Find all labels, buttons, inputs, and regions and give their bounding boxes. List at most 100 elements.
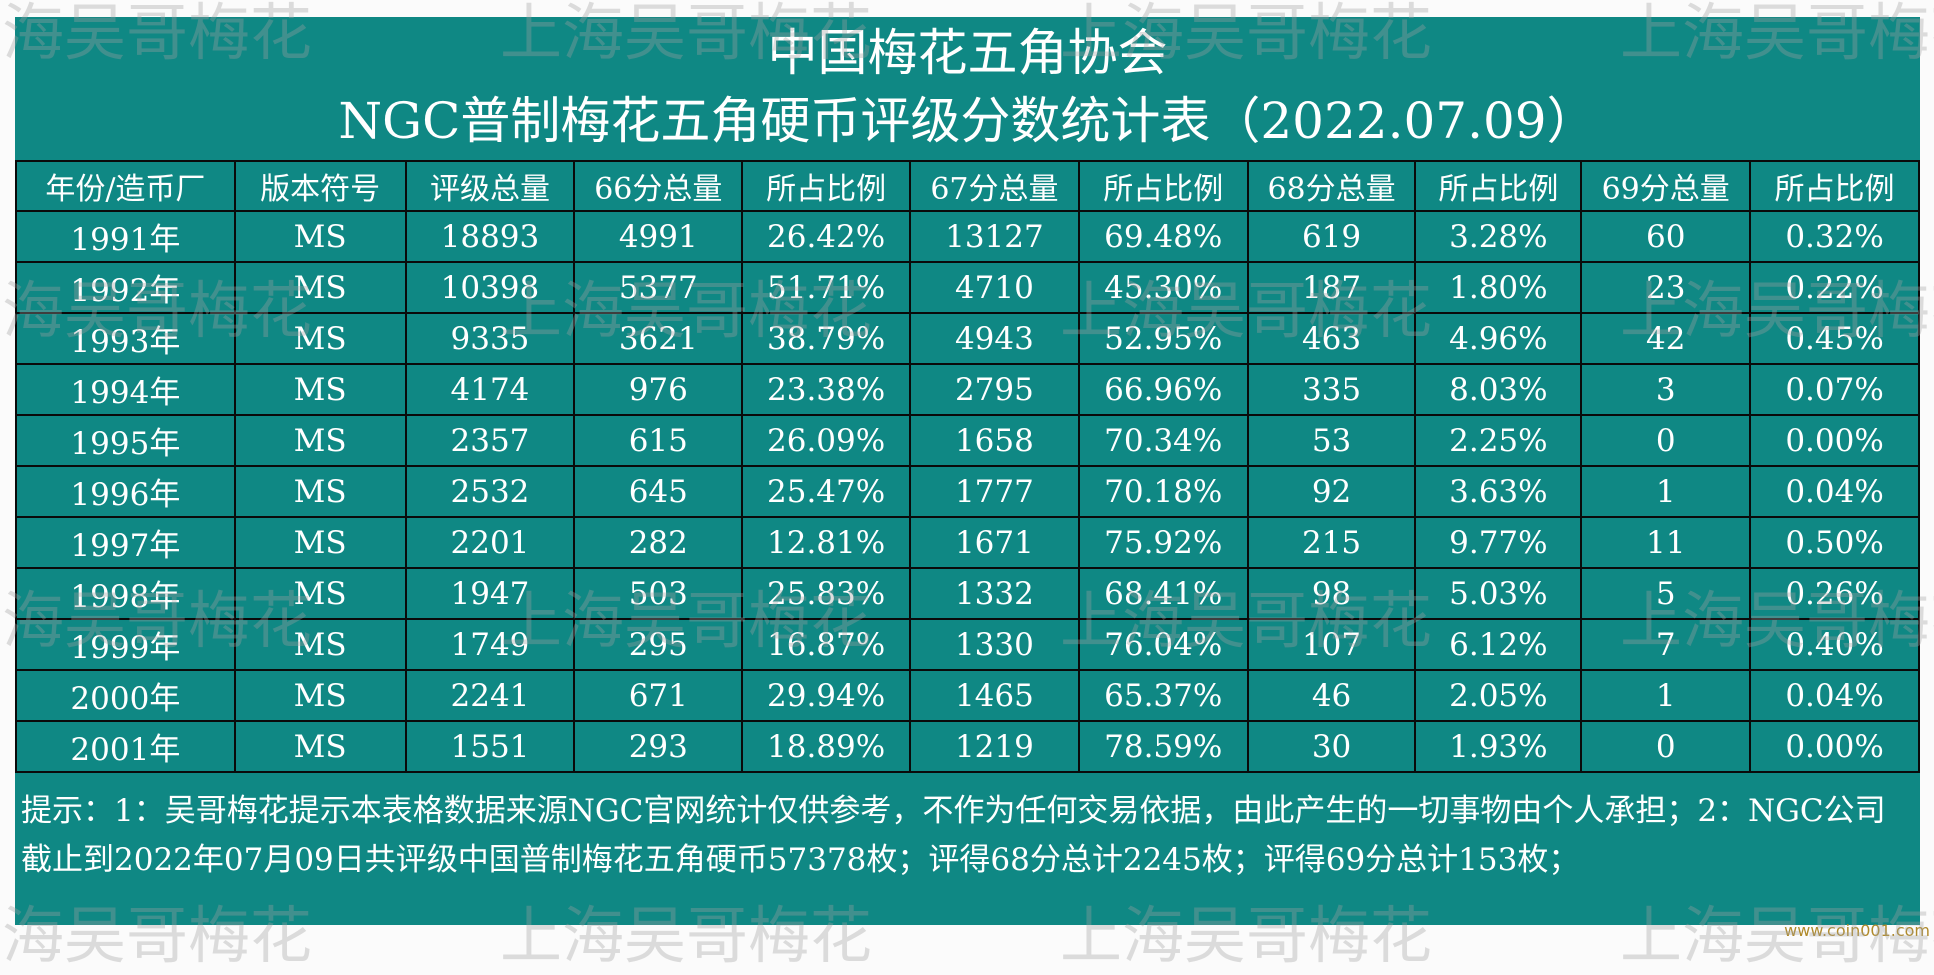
table-cell: 0.07% xyxy=(1749,363,1920,416)
table-cell: 10398 xyxy=(404,261,576,314)
page-title: 中国梅花五角协会 xyxy=(767,24,1168,82)
table-cell: 25.83% xyxy=(741,567,911,620)
table-cell: 1330 xyxy=(909,618,1080,671)
table-cell: 463 xyxy=(1246,312,1417,365)
table-row: 1999年 MS 1749 295 16.87% 1330 76.04% 107 6.12% 7 0… xyxy=(15,618,1920,671)
table-cell: 92 xyxy=(1246,465,1417,518)
table-cell: 1997年 xyxy=(15,516,236,569)
table-cell: 282 xyxy=(573,516,744,569)
table-cell: 0.45% xyxy=(1749,312,1920,365)
table-cell: 295 xyxy=(573,618,744,671)
table-cell: 293 xyxy=(573,720,744,773)
table-cell: 2201 xyxy=(404,516,576,569)
table-row: 1998年 MS 1947 503 25.83% 1332 68.41% 98 5.03% 5 0.… xyxy=(15,567,1920,620)
table-row: 1996年 MS 2532 645 25.47% 1777 70.18% 92 3.63% 1 0.… xyxy=(15,465,1920,518)
table-cell: 1996年 xyxy=(15,465,236,518)
table-cell: 3621 xyxy=(573,312,744,365)
table-cell: 4991 xyxy=(573,210,744,263)
table-cell: 2000年 xyxy=(15,669,236,722)
table-cell: 78.59% xyxy=(1077,720,1249,773)
table-cell: 9.77% xyxy=(1414,516,1583,569)
table-cell: 23 xyxy=(1580,261,1752,314)
column-header: 所占比例 xyxy=(1749,160,1920,212)
table-cell: 45.30% xyxy=(1077,261,1249,314)
table-cell: MS xyxy=(233,363,407,416)
table-cell: MS xyxy=(233,414,407,467)
table-cell: 3 xyxy=(1580,363,1752,416)
table-row: 1993年 MS 9335 3621 38.79% 4943 52.95% 463 4.96% 4… xyxy=(15,312,1920,365)
table-cell: MS xyxy=(233,618,407,671)
table-cell: 976 xyxy=(573,363,744,416)
table-cell: 1999年 xyxy=(15,618,236,671)
grading-table: 年份/造币厂 版本符号 评级总量 66分总量 所占比例 67分总量 所占比例 68分总量 所占比… xyxy=(15,160,1920,773)
table-cell: 5 xyxy=(1580,567,1752,620)
table-cell: 215 xyxy=(1246,516,1417,569)
column-header: 69分总量 xyxy=(1580,160,1752,212)
table-row: 1995年 MS 2357 615 26.09% 1658 70.34% 53 2.25% 0 0.… xyxy=(15,414,1920,467)
table-cell: 23.38% xyxy=(741,363,911,416)
column-header: 年份/造币厂 xyxy=(15,160,236,212)
table-cell: 1671 xyxy=(909,516,1080,569)
table-cell: 1658 xyxy=(909,414,1080,467)
table-cell: 1991年 xyxy=(15,210,236,263)
table-cell: 1992年 xyxy=(15,261,236,314)
footnote: 提示：1：吴哥梅花提示本表格数据来源NGC官网统计仅供参考，不作为任何交易依据，… xyxy=(21,793,1886,878)
table-cell: MS xyxy=(233,720,407,773)
table-row: 2000年 MS 2241 671 29.94% 1465 65.37% 46 2.05% 1 0.… xyxy=(15,669,1920,722)
table-cell: 0.50% xyxy=(1749,516,1920,569)
table-row: 2001年 MS 1551 293 18.89% 1219 78.59% 30 1.93% 0 0.… xyxy=(15,720,1920,773)
table-cell: 1749 xyxy=(404,618,576,671)
table-cell: MS xyxy=(233,210,407,263)
table-cell: MS xyxy=(233,261,407,314)
table-cell: 16.87% xyxy=(741,618,911,671)
table-cell: 11 xyxy=(1580,516,1752,569)
table-cell: 18.89% xyxy=(741,720,911,773)
table-cell: 4.96% xyxy=(1414,312,1583,365)
site-watermark: www.coin001.com xyxy=(1784,921,1930,940)
table-cell: 1995年 xyxy=(15,414,236,467)
table-cell: 6.12% xyxy=(1414,618,1583,671)
column-header: 67分总量 xyxy=(909,160,1080,212)
page-subtitle: NGC普制梅花五角硬币评级分数统计表（2022.07.09） xyxy=(338,92,1597,150)
table-cell: MS xyxy=(233,567,407,620)
table-cell: 1947 xyxy=(404,567,576,620)
table-row: 1992年 MS 10398 5377 51.71% 4710 45.30% 187 1.80%… xyxy=(15,261,1920,314)
table-cell: 2.25% xyxy=(1414,414,1583,467)
table-cell: 671 xyxy=(573,669,744,722)
table-cell: 25.47% xyxy=(741,465,911,518)
table-cell: 70.34% xyxy=(1077,414,1249,467)
table-header-row: 年份/造币厂 版本符号 评级总量 66分总量 所占比例 67分总量 所占比例 68分总量 所占比… xyxy=(15,160,1920,212)
table-cell: 1.80% xyxy=(1414,261,1583,314)
table-cell: 1332 xyxy=(909,567,1080,620)
table-cell: 53 xyxy=(1246,414,1417,467)
column-header: 所占比例 xyxy=(741,160,911,212)
table-cell: 13127 xyxy=(909,210,1080,263)
table-cell: 68.41% xyxy=(1077,567,1249,620)
table-row: 1997年 MS 2201 282 12.81% 1671 75.92% 215 9.77% 11… xyxy=(15,516,1920,569)
table-cell: 1993年 xyxy=(15,312,236,365)
table-cell: 66.96% xyxy=(1077,363,1249,416)
table-cell: 70.18% xyxy=(1077,465,1249,518)
table-cell: MS xyxy=(233,312,407,365)
table-cell: 29.94% xyxy=(741,669,911,722)
table-row: 1991年 MS 18893 4991 26.42% 13127 69.48% 619 3.28… xyxy=(15,210,1920,263)
table-cell: 1.93% xyxy=(1414,720,1583,773)
table-cell: 1998年 xyxy=(15,567,236,620)
table-cell: 1219 xyxy=(909,720,1080,773)
table-row: 1994年 MS 4174 976 23.38% 2795 66.96% 335 8.03% 3 0… xyxy=(15,363,1920,416)
table-cell: 18893 xyxy=(404,210,576,263)
table-cell: 1465 xyxy=(909,669,1080,722)
column-header: 66分总量 xyxy=(573,160,744,212)
table-cell: 1994年 xyxy=(15,363,236,416)
table-cell: 65.37% xyxy=(1077,669,1249,722)
table-cell: 3.63% xyxy=(1414,465,1583,518)
table-cell: 503 xyxy=(573,567,744,620)
table-cell: 619 xyxy=(1246,210,1417,263)
table-cell: 42 xyxy=(1580,312,1752,365)
table-cell: 76.04% xyxy=(1077,618,1249,671)
table-cell: 2532 xyxy=(404,465,576,518)
table-cell: 107 xyxy=(1246,618,1417,671)
table-cell: 1 xyxy=(1580,669,1752,722)
table-cell: 69.48% xyxy=(1077,210,1249,263)
table-cell: 9335 xyxy=(404,312,576,365)
